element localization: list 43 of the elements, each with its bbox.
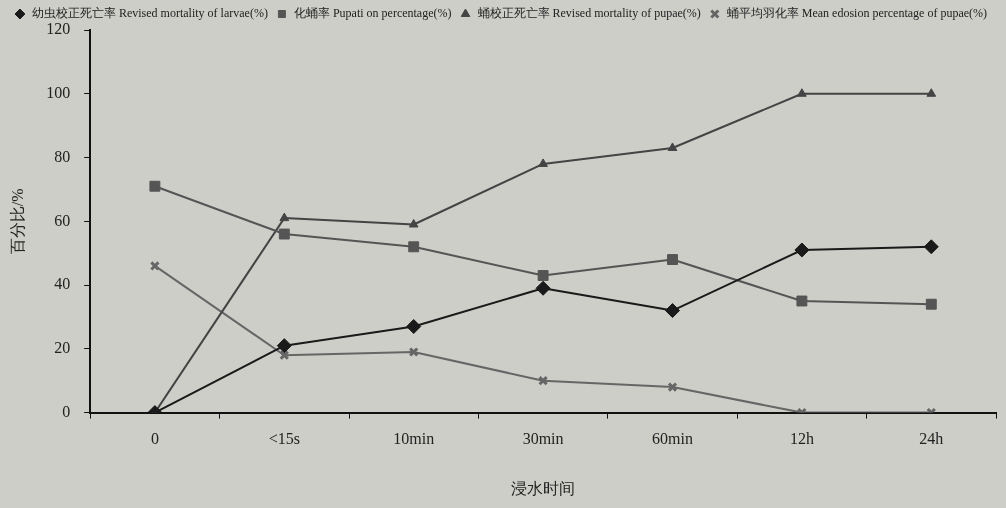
legend-label: 蛹平均羽化率 Mean edosion percentage of pupae(%) (726, 6, 988, 21)
point (149, 180, 161, 192)
point (279, 212, 290, 222)
point (667, 382, 678, 393)
point (667, 142, 678, 151)
legend-label: 幼虫校正死亡率 Revised mortality of larvae(%) (31, 6, 268, 21)
point (665, 303, 680, 319)
y-tick-label: 20 (54, 339, 71, 357)
point (535, 280, 551, 296)
point (408, 241, 420, 253)
point (925, 298, 937, 310)
y-tick-label: 120 (46, 20, 71, 38)
point (923, 239, 939, 255)
point (276, 338, 292, 354)
point (538, 375, 549, 386)
point (794, 242, 810, 258)
legend-label: 化蛹率 Pupati on percentage(%) (293, 6, 452, 21)
x-axis-title: 浸水时间 (511, 479, 576, 497)
x-tick-label: 10min (393, 430, 435, 448)
x-tick-label: 12h (789, 430, 814, 448)
point (667, 254, 678, 266)
y-tick-label: 60 (54, 211, 71, 229)
x-tick-label: <15s (268, 430, 300, 448)
legend-label: 蛹校正死亡率 Revised mortality of pupae(%) (477, 6, 701, 21)
x-tick-label: 30min (522, 430, 564, 448)
point (406, 319, 422, 335)
point (797, 88, 807, 97)
x-tick-label: 60min (652, 430, 693, 448)
y-axis-title: 百分比/% (8, 188, 26, 255)
y-tick-label: 40 (54, 275, 71, 293)
point (538, 158, 548, 167)
y-tick-label: 80 (54, 147, 71, 165)
point (408, 346, 419, 358)
point (926, 88, 937, 97)
x-tick-label: 0 (150, 430, 159, 448)
point (796, 295, 808, 307)
point (537, 270, 549, 281)
point (408, 218, 419, 228)
x-tick-label: 24h (919, 430, 944, 448)
point (278, 228, 290, 240)
y-tick-label: 100 (46, 83, 71, 101)
y-tick-label: 0 (62, 402, 71, 420)
point (279, 350, 290, 361)
